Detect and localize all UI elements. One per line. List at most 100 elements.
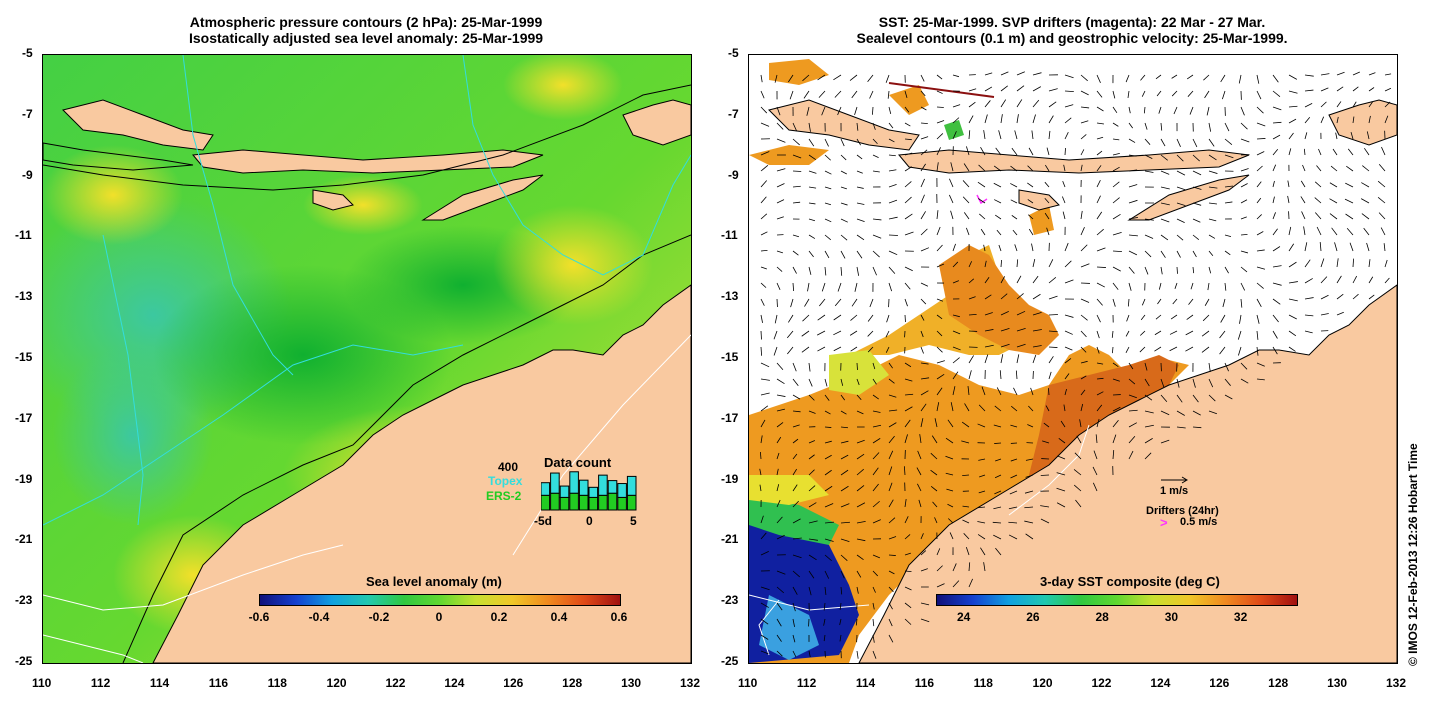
velocity-vector bbox=[1368, 276, 1374, 284]
right-lon-tick: 132 bbox=[1386, 676, 1407, 690]
velocity-vector bbox=[949, 178, 954, 188]
velocity-vector bbox=[963, 212, 970, 220]
velocity-vector bbox=[1048, 371, 1052, 380]
data-count-xtick-mid: 0 bbox=[586, 514, 593, 528]
velocity-vector bbox=[1384, 115, 1389, 124]
velocity-vector bbox=[867, 346, 874, 353]
velocity-vector bbox=[1144, 234, 1154, 239]
velocity-vector bbox=[760, 74, 763, 83]
velocity-vector bbox=[1000, 114, 1003, 124]
velocity-vector bbox=[1032, 72, 1042, 76]
velocity-vector bbox=[888, 122, 894, 129]
left-lon-tick: 116 bbox=[208, 676, 229, 690]
velocity-vector bbox=[1318, 148, 1322, 156]
velocity-vector bbox=[792, 570, 801, 578]
velocity-vector bbox=[1336, 275, 1342, 284]
velocity-vector bbox=[840, 521, 850, 524]
velocity-vector bbox=[1062, 180, 1066, 188]
velocity-vector bbox=[1288, 148, 1292, 156]
velocity-vector bbox=[1288, 74, 1298, 80]
velocity-vector bbox=[840, 170, 847, 175]
velocity-vector bbox=[994, 405, 1002, 412]
velocity-vector bbox=[837, 282, 842, 292]
velocity-vector bbox=[1025, 533, 1034, 540]
velocity-vector bbox=[824, 186, 832, 190]
velocity-vector bbox=[936, 346, 943, 353]
left-lat-tick: -7 bbox=[22, 106, 33, 121]
velocity-vector bbox=[1192, 378, 1196, 388]
right-lat-tick: -11 bbox=[721, 228, 738, 243]
velocity-vector bbox=[984, 260, 987, 268]
velocity-vector bbox=[872, 570, 879, 577]
velocity-vector bbox=[1304, 314, 1314, 317]
velocity-vector bbox=[1112, 138, 1120, 141]
velocity-vector bbox=[1192, 394, 1199, 403]
velocity-vector bbox=[1092, 466, 1098, 476]
velocity-vector bbox=[1030, 387, 1034, 396]
velocity-vector bbox=[887, 90, 890, 99]
velocity-vector bbox=[1384, 259, 1388, 268]
velocity-vector bbox=[1256, 74, 1260, 84]
velocity-vector bbox=[1176, 394, 1183, 403]
velocity-vector bbox=[1185, 346, 1194, 352]
velocity-vector bbox=[1112, 434, 1117, 444]
velocity-vector bbox=[1160, 394, 1168, 402]
velocity-scale-arrow-icon bbox=[1161, 476, 1188, 484]
velocity-vector bbox=[952, 330, 961, 335]
velocity-vector bbox=[776, 650, 783, 657]
velocity-vector bbox=[840, 440, 849, 444]
left-colorbar-title: Sea level anomaly (m) bbox=[366, 574, 502, 589]
ers2-count-bar bbox=[559, 496, 570, 511]
right-lon-tick: 124 bbox=[1150, 676, 1171, 690]
velocity-vector bbox=[904, 419, 911, 428]
velocity-vector bbox=[808, 250, 814, 258]
velocity-vector bbox=[904, 499, 907, 508]
right-lat-tick: -7 bbox=[728, 106, 739, 121]
velocity-vector bbox=[1204, 298, 1210, 306]
velocity-vector bbox=[977, 521, 986, 524]
velocity-vector bbox=[1080, 149, 1085, 156]
velocity-vector bbox=[1320, 101, 1327, 108]
ers2-count-bar bbox=[550, 492, 560, 511]
right-colorbar-tick: 32 bbox=[1233, 610, 1248, 624]
velocity-vector bbox=[1096, 314, 1101, 323]
velocity-vector bbox=[1224, 185, 1234, 188]
velocity-vector bbox=[904, 618, 912, 625]
velocity-vector bbox=[1048, 88, 1058, 92]
velocity-vector bbox=[808, 138, 815, 147]
velocity-vector bbox=[1000, 293, 1008, 300]
velocity-vector bbox=[1112, 282, 1119, 290]
sea-level-anomaly-map[interactable] bbox=[42, 54, 692, 664]
velocity-vector bbox=[851, 298, 858, 307]
velocity-vector bbox=[888, 422, 897, 428]
velocity-vector bbox=[1016, 293, 1024, 300]
velocity-vector bbox=[904, 516, 909, 524]
velocity-vector bbox=[1112, 213, 1121, 220]
velocity-vector bbox=[1111, 330, 1114, 338]
velocity-vector bbox=[1240, 138, 1250, 143]
velocity-vector bbox=[1128, 435, 1136, 444]
velocity-vector bbox=[1171, 74, 1178, 79]
velocity-vector bbox=[760, 165, 769, 172]
velocity-vector bbox=[1304, 278, 1313, 284]
velocity-vector bbox=[1224, 122, 1230, 132]
velocity-vector bbox=[1336, 311, 1344, 316]
velocity-vector bbox=[984, 86, 993, 92]
velocity-vector bbox=[1010, 165, 1018, 172]
velocity-vector bbox=[1169, 330, 1178, 335]
velocity-vector bbox=[1158, 282, 1162, 290]
velocity-vector bbox=[824, 138, 829, 147]
left-lat-tick: -19 bbox=[15, 471, 33, 486]
velocity-vector bbox=[1174, 282, 1178, 289]
velocity-vector bbox=[808, 485, 816, 492]
velocity-vector bbox=[984, 329, 994, 332]
velocity-vector bbox=[1160, 138, 1166, 147]
velocity-vector bbox=[1160, 122, 1163, 131]
velocity-vector bbox=[1096, 195, 1101, 204]
velocity-vector bbox=[996, 387, 1002, 396]
velocity-vector bbox=[840, 538, 850, 543]
velocity-vector bbox=[824, 378, 828, 387]
velocity-vector bbox=[1176, 218, 1185, 224]
velocity-vector bbox=[1112, 406, 1121, 412]
sst-map[interactable] bbox=[748, 54, 1398, 664]
